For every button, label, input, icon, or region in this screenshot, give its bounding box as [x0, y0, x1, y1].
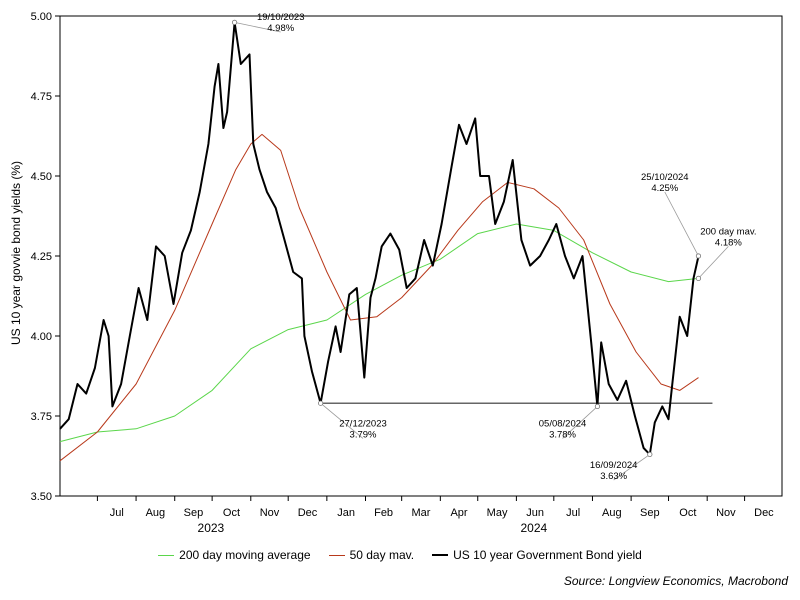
- annotation-value: 4.98%: [267, 23, 294, 34]
- year-label: 2024: [520, 521, 547, 535]
- legend-label-ma200: 200 day moving average: [179, 548, 311, 562]
- series-line-ma50: [59, 133, 699, 462]
- source-note: Source: Longview Economics, Macrobond: [563, 574, 788, 588]
- y-tick-label: 3.50: [31, 491, 52, 503]
- annotation-value: 3.78%: [549, 429, 576, 440]
- annotation-marker: [318, 400, 324, 406]
- x-tick-label: Feb: [374, 507, 393, 519]
- annotation-leader: [234, 22, 281, 33]
- annotation-value: 4.25%: [651, 183, 678, 194]
- x-tick-label: Aug: [146, 507, 166, 519]
- annotation-leader: [562, 406, 598, 439]
- x-tick-label: Aug: [602, 507, 622, 519]
- annotation-label: 25/10/2024: [641, 172, 689, 183]
- series-line-ma200: [59, 223, 699, 443]
- y-tick-label: 4.75: [31, 91, 52, 103]
- annotation-label: 05/08/2024: [539, 418, 587, 429]
- chart-legend: 200 day moving average 50 day mav. US 10…: [0, 548, 800, 562]
- annotation-label: 19/10/2023: [257, 12, 305, 23]
- annotation-marker: [594, 403, 601, 409]
- annotation-value: 3.79%: [350, 429, 377, 440]
- y-tick-label: 4.00: [31, 331, 52, 343]
- x-tick-label: Oct: [679, 507, 696, 519]
- x-tick-label: Oct: [223, 507, 240, 519]
- legend-label-yield: US 10 year Government Bond yield: [453, 548, 642, 562]
- x-tick-label: Nov: [260, 507, 280, 519]
- annotation-label: 200 day mav.: [700, 226, 756, 237]
- x-tick-label: Jan: [337, 507, 355, 519]
- year-label: 2023: [198, 521, 225, 535]
- x-tick-label: Jul: [566, 507, 580, 519]
- annotation-label: 16/09/2024: [590, 460, 638, 471]
- annotation-leader: [613, 454, 651, 481]
- legend-item-ma200: 200 day moving average: [158, 548, 311, 562]
- annotation-value: 4.18%: [715, 237, 742, 248]
- annotation-marker: [695, 253, 702, 259]
- legend-swatch-ma200: [158, 554, 175, 556]
- annotation-marker: [231, 19, 238, 25]
- x-tick-label: Jun: [526, 507, 544, 519]
- x-tick-label: Dec: [298, 507, 318, 519]
- chart-series: [59, 21, 713, 462]
- x-tick-label: Mar: [412, 507, 431, 519]
- annotation-value: 3.63%: [600, 471, 627, 482]
- x-tick-label: Sep: [184, 507, 204, 519]
- legend-swatch-ma50: [328, 554, 345, 556]
- annotation-leader: [698, 246, 729, 279]
- annotation-leader: [320, 402, 364, 439]
- annotation-leader: [664, 191, 699, 257]
- legend-swatch-yield: [432, 554, 449, 556]
- chart-axes: 3.50 3.75 4.00 4.25 4.50 4.75 5.00 Jul Aug Sep Oct…: [31, 11, 783, 535]
- annotation-marker: [695, 275, 702, 281]
- y-axis-label: US 10 year govvie bond yields (%): [9, 161, 23, 345]
- annotation-marker: [647, 451, 653, 457]
- x-tick-label: Nov: [716, 507, 736, 519]
- legend-label-ma50: 50 day mav.: [349, 548, 415, 562]
- y-tick-label: 5.00: [31, 11, 52, 23]
- annotation-label: 27/12/2023: [339, 418, 387, 429]
- y-tick-label: 3.75: [31, 411, 52, 423]
- x-tick-label: Sep: [640, 507, 660, 519]
- legend-item-yield: US 10 year Government Bond yield: [432, 548, 642, 562]
- x-tick-label: Jul: [110, 507, 124, 519]
- legend-item-ma50: 50 day mav.: [328, 548, 415, 562]
- x-tick-label: May: [487, 507, 508, 519]
- y-tick-label: 4.25: [31, 251, 52, 263]
- y-tick-label: 4.50: [31, 171, 52, 183]
- x-tick-label: Dec: [754, 507, 774, 519]
- series-line-yield: [59, 21, 700, 456]
- x-tick-label: Apr: [450, 507, 467, 519]
